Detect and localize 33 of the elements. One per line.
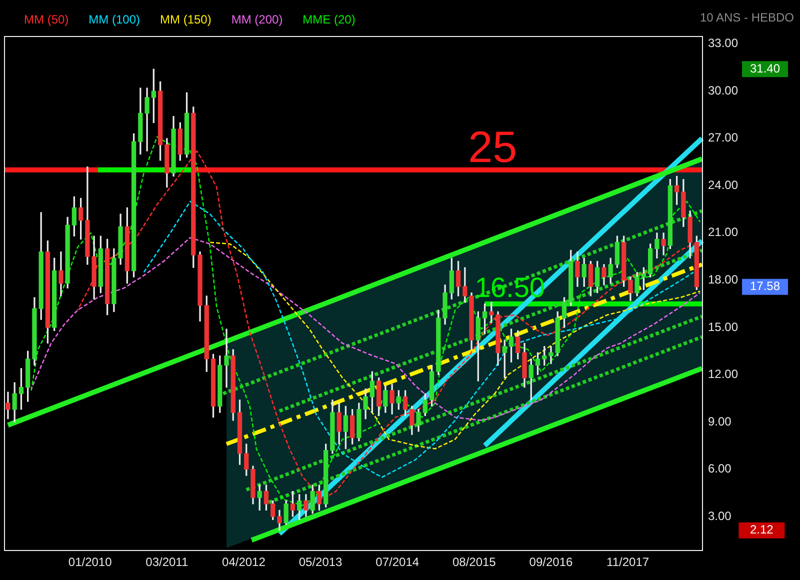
- x-tick-label: 07/2014: [376, 555, 420, 570]
- y-tick-label: 3.00: [708, 508, 732, 523]
- x-tick-label: 08/2015: [452, 555, 496, 570]
- y-tick-label: 18.00: [708, 272, 738, 287]
- y-tick-label: 33.00: [708, 36, 738, 50]
- text: MME (20): [302, 12, 356, 26]
- x-tick-label: 11/2017: [606, 555, 650, 570]
- y2-tick-label: 17.58: [750, 279, 780, 294]
- line-series: [143, 200, 694, 478]
- text: MM (100): [88, 12, 140, 26]
- ref-line-label: 25: [468, 122, 518, 172]
- text: MM (200): [231, 12, 283, 26]
- x-tick-label: 01/2010: [68, 555, 112, 570]
- text: MM (50): [24, 12, 69, 26]
- x-tick-label: 04/2012: [222, 555, 266, 570]
- y-tick-label: 9.00: [708, 414, 732, 428]
- y2-tick-label: 2.12: [750, 522, 774, 537]
- y-tick-label: 15.00: [708, 320, 738, 334]
- text: MM (150): [160, 12, 212, 26]
- candlestick: [548, 346, 554, 364]
- x-tick-label: 05/2013: [298, 555, 343, 570]
- y-tick-label: 27.00: [708, 130, 738, 145]
- y2-tick-label: 31.40: [750, 61, 780, 76]
- candlestick: [224, 328, 229, 388]
- text: 10 ANS - HEBDO: [700, 10, 794, 24]
- x-tick-label: 03/2011: [146, 555, 188, 570]
- x-tick-label: 09/2016: [529, 555, 573, 570]
- y-tick-label: 12.00: [708, 367, 738, 382]
- y-tick-label: 30.00: [708, 83, 738, 98]
- y-tick-label: 21.00: [708, 225, 738, 240]
- y-tick-label: 6.00: [708, 462, 732, 476]
- y-tick-label: 24.00: [708, 178, 738, 192]
- candlestick: [144, 88, 150, 152]
